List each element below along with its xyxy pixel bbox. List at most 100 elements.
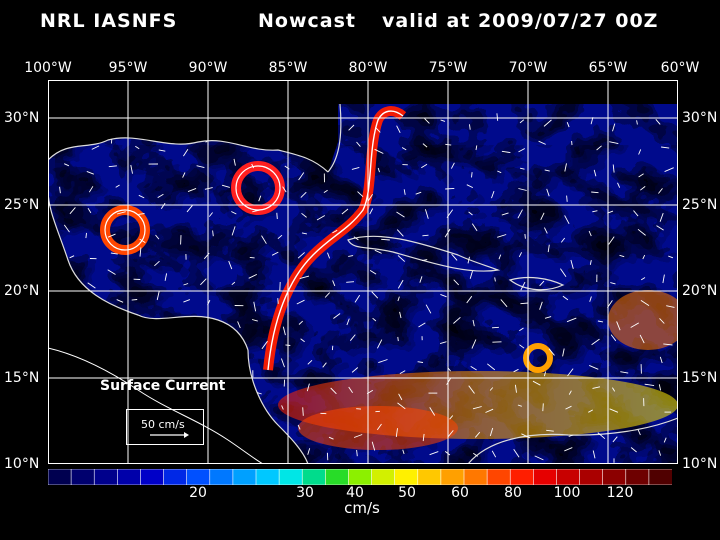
current-vector xyxy=(640,186,646,191)
current-map[interactable] xyxy=(48,80,678,464)
coastlines xyxy=(48,103,678,464)
current-vector xyxy=(282,326,286,336)
current-vector xyxy=(520,302,529,305)
lon-label: 90°W xyxy=(188,60,228,76)
graticule xyxy=(48,80,678,464)
current-vector xyxy=(63,224,70,233)
current-vector xyxy=(403,189,406,195)
current-vector xyxy=(562,295,569,301)
current-vector xyxy=(637,228,646,236)
caribbean-current-band xyxy=(298,406,458,450)
current-vector xyxy=(609,408,619,413)
current-vector xyxy=(91,145,100,150)
current-vector xyxy=(566,317,577,323)
current-vector xyxy=(401,147,407,151)
current-vector xyxy=(204,187,213,190)
current-vector xyxy=(327,252,331,259)
current-vector xyxy=(640,277,646,281)
current-vector xyxy=(451,253,458,261)
lat-label-left: 10°N xyxy=(4,456,40,472)
colorbar-swatch xyxy=(648,469,672,485)
current-vector xyxy=(548,348,555,356)
current-vector xyxy=(282,186,287,193)
current-vector xyxy=(491,326,499,329)
current-vector xyxy=(644,383,655,387)
scale-text: 50 cm/s xyxy=(141,418,185,431)
current-vector xyxy=(196,165,205,169)
current-vector xyxy=(570,259,574,270)
title-mode: Nowcast xyxy=(258,10,356,32)
current-vector xyxy=(469,124,471,130)
mexico-coast xyxy=(48,189,249,351)
current-vector xyxy=(135,145,140,150)
current-vector xyxy=(182,172,186,178)
current-vector xyxy=(299,275,310,280)
colorbar-swatch xyxy=(579,469,604,485)
current-vector xyxy=(591,338,600,346)
current-vector xyxy=(300,338,305,343)
current-vector xyxy=(348,386,353,394)
current-vector xyxy=(539,280,545,287)
current-vector xyxy=(233,158,236,166)
title-valid: valid at 2009/07/27 00Z xyxy=(382,10,659,32)
map-frame xyxy=(48,80,678,464)
caribbean-current-band xyxy=(608,290,678,350)
current-vector xyxy=(356,141,361,147)
current-vector xyxy=(663,437,667,443)
current-vector xyxy=(489,387,494,391)
cuba-coast xyxy=(347,235,501,272)
current-vector xyxy=(397,255,406,262)
current-vector xyxy=(662,274,665,284)
current-vector xyxy=(130,164,133,174)
warm-eddy-ring xyxy=(104,209,146,251)
current-vector xyxy=(592,210,598,213)
current-vector xyxy=(501,150,511,154)
current-vector xyxy=(497,234,507,238)
current-vector xyxy=(107,233,116,238)
colorbar-tick: 40 xyxy=(346,485,364,501)
current-vector xyxy=(296,299,305,305)
current-vector xyxy=(374,148,384,154)
current-vector xyxy=(451,162,455,169)
current-vector xyxy=(440,293,447,298)
colorbar-swatch xyxy=(278,469,303,485)
current-vector xyxy=(542,403,544,412)
current-vector xyxy=(158,149,166,152)
current-vector xyxy=(485,408,494,413)
current-vector xyxy=(659,356,663,364)
current-vector xyxy=(498,254,502,260)
current-vector xyxy=(324,292,331,298)
current-vector xyxy=(519,344,525,349)
current-vector xyxy=(87,207,92,214)
current-vector xyxy=(440,119,446,122)
current-vector xyxy=(446,377,452,385)
current-vector xyxy=(396,229,404,237)
lon-label: 65°W xyxy=(588,60,628,76)
current-vector xyxy=(491,190,495,199)
current-vector xyxy=(418,322,426,328)
current-vector xyxy=(228,260,233,270)
current-vector xyxy=(630,447,637,453)
colorbar-swatch xyxy=(325,469,350,485)
pacific-coast xyxy=(48,347,264,464)
current-vector xyxy=(475,145,478,151)
current-vector xyxy=(518,148,526,153)
lat-label-right: 25°N xyxy=(682,197,718,213)
current-vector xyxy=(374,249,382,254)
current-vector xyxy=(521,433,531,439)
colorbar-swatch xyxy=(255,469,280,485)
current-vector xyxy=(612,123,616,132)
current-vector xyxy=(356,449,358,457)
current-vector xyxy=(422,234,429,237)
current-vector xyxy=(138,213,145,215)
current-vector xyxy=(397,296,400,302)
current-vector xyxy=(333,313,341,319)
current-vector xyxy=(470,366,477,371)
current-vector xyxy=(500,299,508,308)
current-vector xyxy=(348,124,355,131)
current-vector xyxy=(609,141,619,145)
gulf-coast xyxy=(48,137,329,173)
current-vector xyxy=(85,232,87,239)
lat-label-right: 20°N xyxy=(682,283,718,299)
current-vector xyxy=(663,343,673,346)
